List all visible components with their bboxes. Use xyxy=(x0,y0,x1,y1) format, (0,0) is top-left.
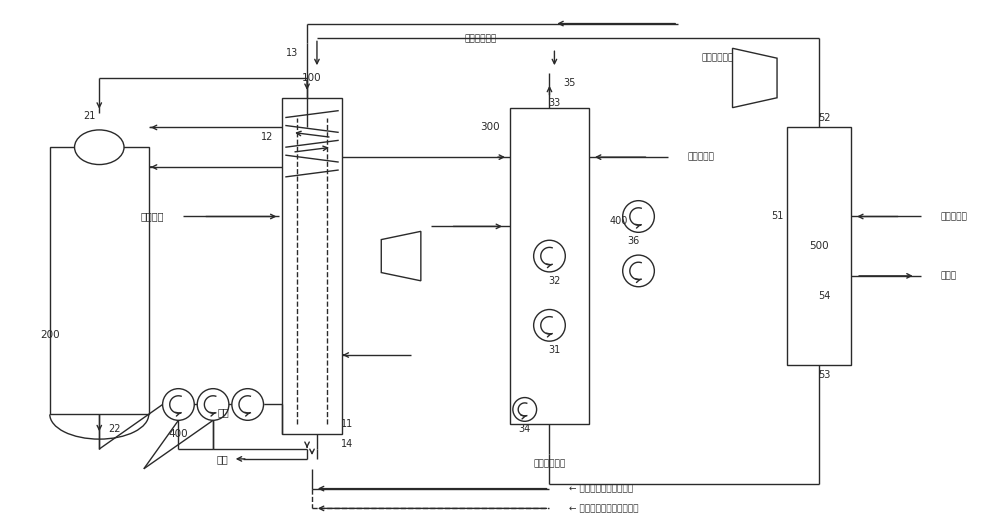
Text: 51: 51 xyxy=(771,211,783,221)
Text: 11: 11 xyxy=(341,419,353,429)
Circle shape xyxy=(534,240,565,272)
Ellipse shape xyxy=(75,130,124,165)
Text: 22: 22 xyxy=(108,424,120,434)
Text: 53: 53 xyxy=(818,370,830,380)
Text: 13: 13 xyxy=(286,48,298,58)
Text: 300: 300 xyxy=(480,123,500,133)
Text: 第二淋洗液: 第二淋洗液 xyxy=(940,212,967,221)
Text: 第二循环氢气: 第二循环氢气 xyxy=(702,54,734,63)
Text: 粗乙醇: 粗乙醇 xyxy=(940,271,956,280)
Text: 54: 54 xyxy=(818,291,830,301)
Text: 400: 400 xyxy=(169,429,188,439)
Text: 31: 31 xyxy=(548,345,561,355)
Text: 14: 14 xyxy=(341,439,353,449)
Bar xyxy=(282,98,342,434)
Bar xyxy=(50,147,149,414)
Text: 新鲜氢气: 新鲜氢气 xyxy=(140,211,164,221)
Text: 36: 36 xyxy=(627,236,640,246)
Text: 排渣: 排渣 xyxy=(216,454,228,464)
Circle shape xyxy=(197,389,229,420)
Circle shape xyxy=(623,255,654,287)
Text: 33: 33 xyxy=(548,98,561,108)
Text: 200: 200 xyxy=(40,330,60,340)
Text: 醋酸: 醋酸 xyxy=(217,408,229,418)
Polygon shape xyxy=(733,48,777,108)
Text: 100: 100 xyxy=(302,73,322,83)
Text: 34: 34 xyxy=(519,424,531,434)
Text: 400: 400 xyxy=(610,216,628,227)
Text: 第一淋洗液: 第一淋洗液 xyxy=(688,153,715,161)
Circle shape xyxy=(623,200,654,232)
Bar xyxy=(510,108,589,424)
Text: 35: 35 xyxy=(563,78,575,88)
Circle shape xyxy=(232,389,264,420)
Text: 52: 52 xyxy=(818,113,830,123)
Text: ← 来自脱酸塔的循环醋酸: ← 来自脱酸塔的循环醋酸 xyxy=(569,484,633,493)
Bar xyxy=(787,127,851,365)
Text: 12: 12 xyxy=(261,133,274,143)
Polygon shape xyxy=(381,231,421,281)
Text: 500: 500 xyxy=(809,241,829,251)
Text: 第一分离产物: 第一分离产物 xyxy=(533,459,566,468)
Circle shape xyxy=(534,309,565,341)
Circle shape xyxy=(163,389,194,420)
Circle shape xyxy=(513,398,537,421)
Text: 32: 32 xyxy=(548,276,561,286)
Text: 21: 21 xyxy=(83,110,96,120)
Text: 第一循环氢气: 第一循环氢气 xyxy=(464,34,496,43)
Text: ← 来自脱乙醛塔的循环乙醛: ← 来自脱乙醛塔的循环乙醛 xyxy=(569,504,639,513)
